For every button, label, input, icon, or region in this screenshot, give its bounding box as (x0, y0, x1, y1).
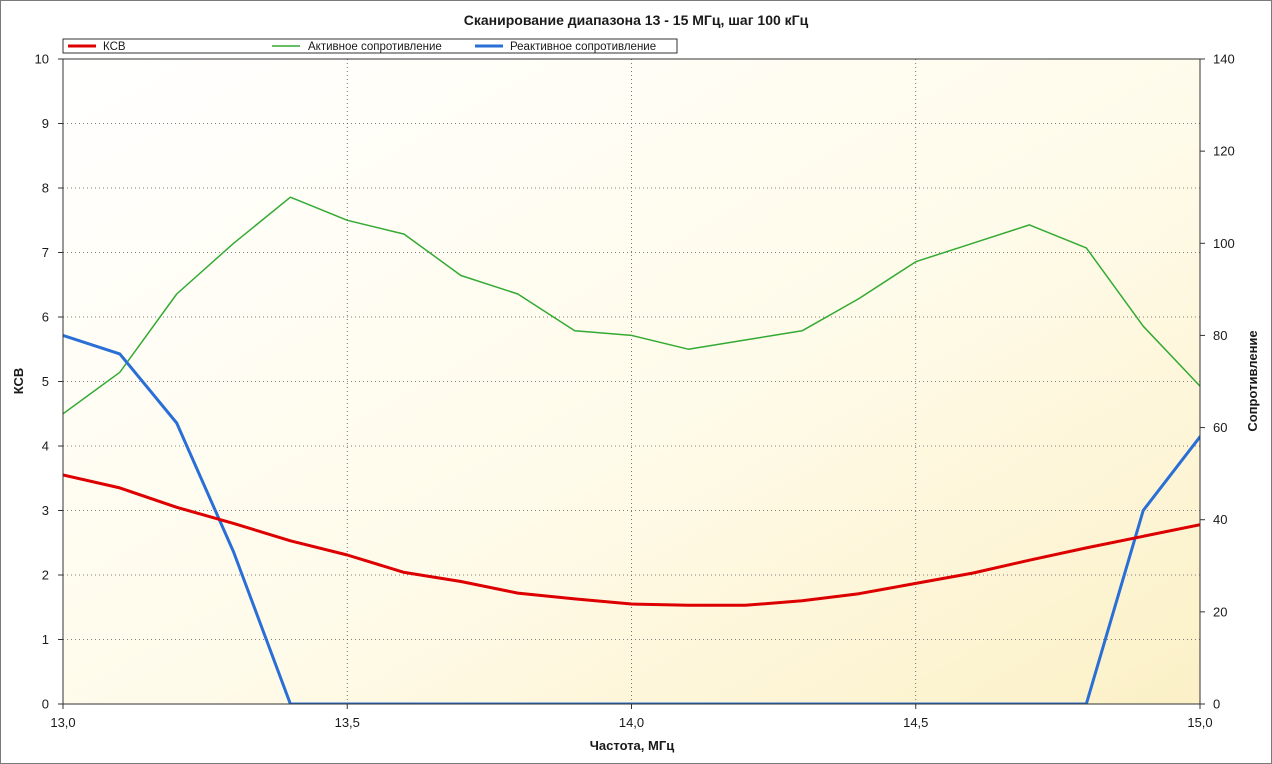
y-right-tick-label: 120 (1213, 144, 1235, 159)
y-right-tick-label: 100 (1213, 236, 1235, 251)
series-layer (63, 196, 1200, 704)
grid-layer (58, 58, 1205, 709)
x-tick-label: 14,0 (619, 715, 644, 730)
y-left-tick-label: 4 (42, 439, 49, 454)
y-left-tick-label: 10 (35, 52, 49, 67)
y-right-tick-label: 0 (1213, 697, 1220, 712)
x-tick-label: 13,5 (335, 715, 360, 730)
y-left-tick-label: 7 (42, 245, 49, 260)
y-right-tick-label: 40 (1213, 512, 1227, 527)
legend-box (62, 38, 678, 54)
x-tick-label: 13,0 (50, 715, 75, 730)
series-reactive-resistance-line (63, 333, 1200, 704)
y-left-tick-label: 9 (42, 116, 49, 131)
y-left-axis-label: КСВ (11, 368, 26, 395)
legend: КСВ Активное сопротивление Реактивное со… (62, 38, 678, 54)
x-axis-label: Частота, МГц (590, 738, 674, 753)
y-left-tick-label: 0 (42, 697, 49, 712)
series-ksv-line (63, 473, 1200, 607)
y-right-tick-label: 80 (1213, 328, 1227, 343)
x-tick-label: 14,5 (903, 715, 928, 730)
x-tick-label: 15,0 (1187, 715, 1212, 730)
y-right-tick-label: 60 (1213, 420, 1227, 435)
y-left-tick-label: 6 (42, 310, 49, 325)
y-right-tick-label: 20 (1213, 604, 1227, 619)
tick-labels: 13,0 13,5 14,0 14,5 15,001234567891002040608… (35, 52, 1235, 731)
y-left-tick-label: 1 (42, 632, 49, 647)
y-right-axis-label: Сопротивление (1245, 330, 1260, 431)
legend-label-ksv: КСВ (103, 41, 126, 53)
y-left-tick-label: 8 (42, 181, 49, 196)
plot-border (62, 58, 1201, 705)
series-active-resistance-line (63, 196, 1200, 415)
y-right-tick-label: 140 (1213, 52, 1235, 67)
y-left-tick-label: 2 (42, 568, 49, 583)
legend-label-active: Активное сопротивление (308, 41, 442, 53)
y-left-tick-label: 5 (42, 374, 49, 389)
y-left-tick-label: 3 (42, 503, 49, 518)
chart-title: Сканирование диапазона 13 - 15 МГц, шаг … (464, 12, 809, 28)
legend-label-reactive: Реактивное сопротивление (510, 41, 656, 53)
